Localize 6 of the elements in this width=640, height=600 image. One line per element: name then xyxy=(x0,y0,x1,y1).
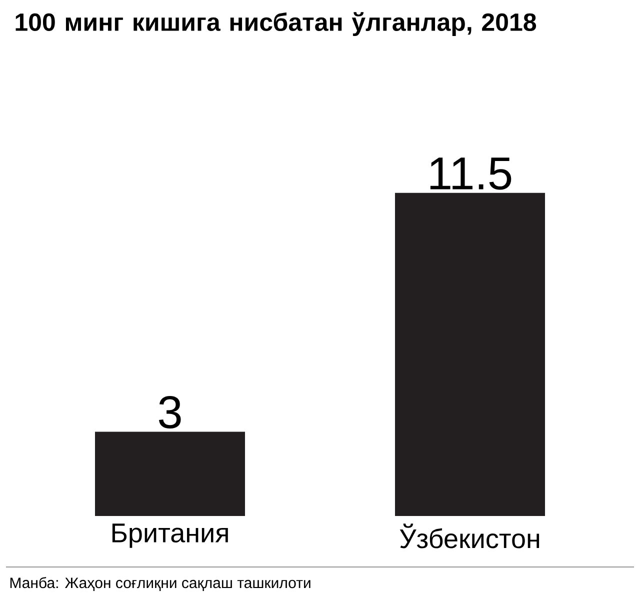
data-label: 11.5 xyxy=(430,158,512,190)
x-tick-label: Британия xyxy=(112,524,228,548)
chart-title: 100 минг кишига нисбатан ўлганлар, 2018 xyxy=(16,12,536,36)
x-tick-label: Ўзбекистон xyxy=(400,524,540,548)
data-label: 3 xyxy=(158,396,181,429)
text: Манба: Жаҳон соғлиқни сақлаш ташкилоти xyxy=(10,577,310,591)
